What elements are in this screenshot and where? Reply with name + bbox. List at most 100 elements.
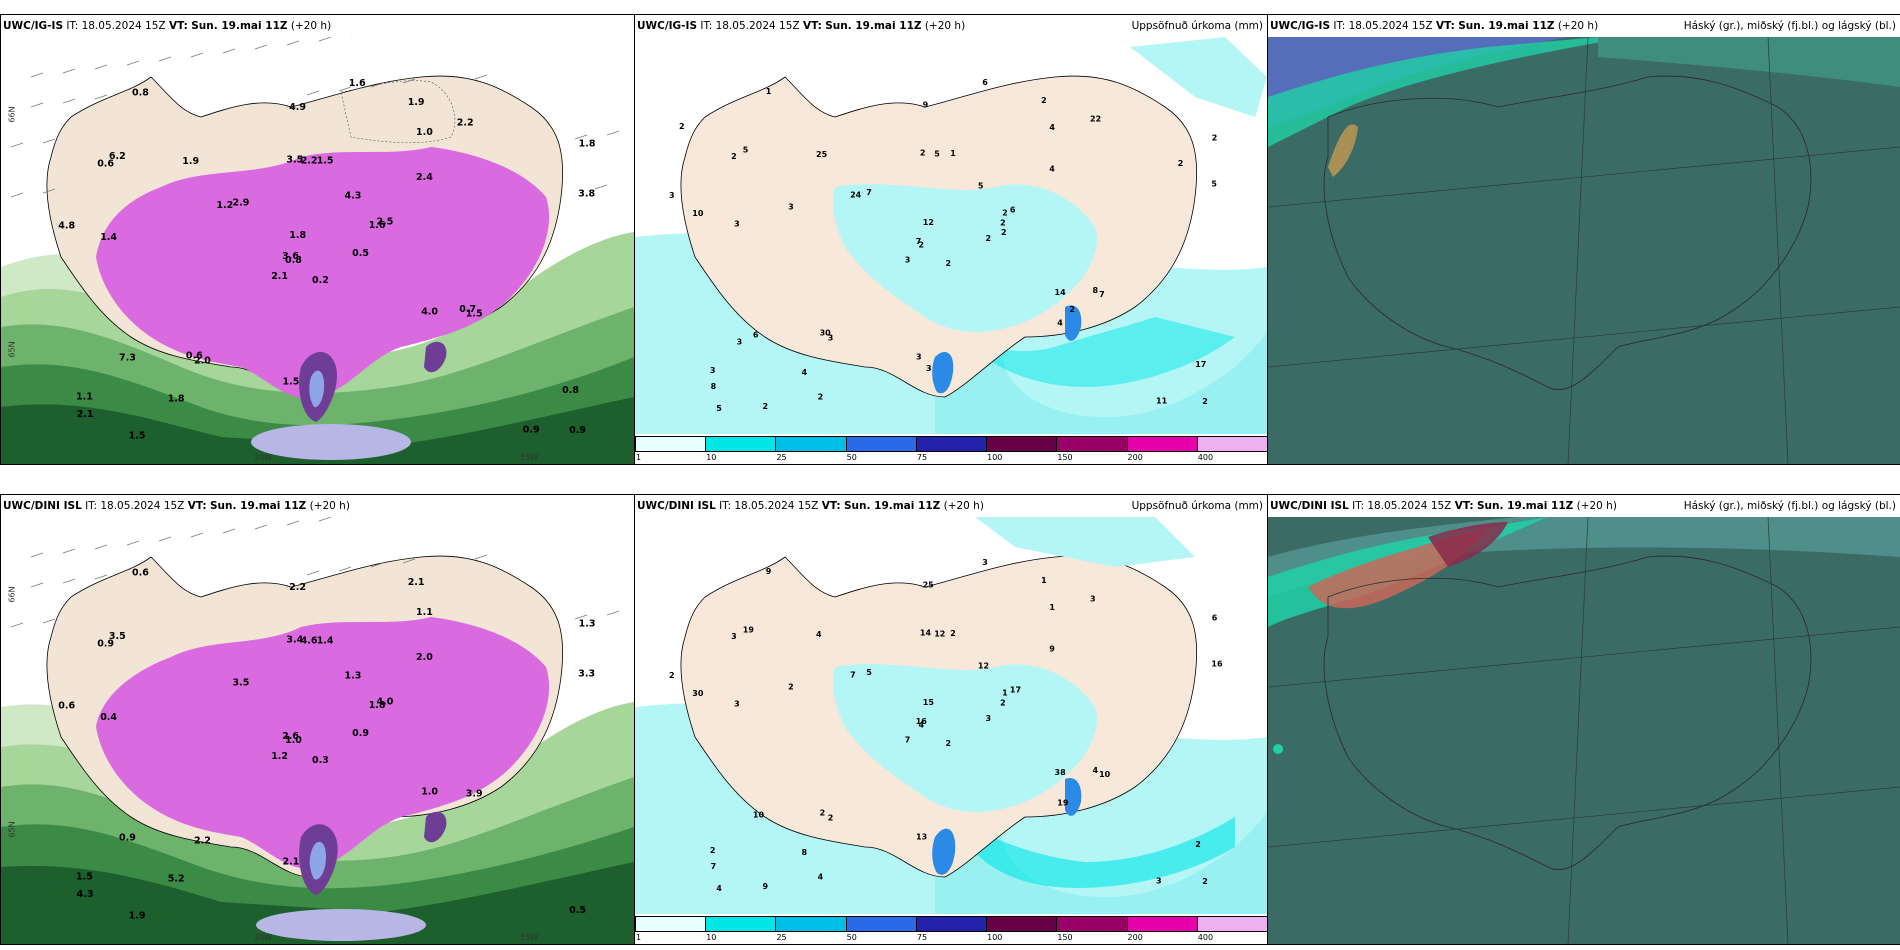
value-label: 1 [950,149,956,158]
value-label: 2 [986,234,992,243]
value-label: 3 [1090,594,1096,603]
value-label: 14 [1055,288,1067,297]
value-label: 0.5 [569,905,586,916]
value-label: 2 [669,671,675,680]
precipitation-map: 2 3 4 2 1 2 1 2 1 3 9 2 3 6 7 9 9 14 12 10 5 7 8 12 17 10 19 25 30 38… [635,517,1267,914]
value-label: 0.9 [523,424,540,435]
colorbar-swatch [1196,436,1267,452]
value-label: 17 [1195,360,1206,369]
value-label: 10 [692,209,704,218]
value-label: 4 [1093,766,1099,775]
value-label: 0.9 [97,639,114,650]
value-label: 1 [1041,576,1047,585]
value-label: 2 [1195,840,1201,849]
value-label: 3 [926,364,932,373]
value-label: 2 [1000,699,1006,708]
colorbar-tick: 150 [1057,453,1073,462]
value-label: 30 [692,689,704,698]
colorbar-tick: 100 [987,933,1003,942]
value-label: 1.4 [100,232,117,243]
value-label: 1.3 [579,618,596,629]
value-label: 12 [978,661,989,670]
panel-subtitle: Uppsöfnuð úrkoma (mm) [1131,500,1263,512]
value-label: 5 [978,181,984,190]
value-label: 5 [866,668,872,677]
value-label: 2.2 [194,836,211,847]
value-label: 2 [763,402,769,411]
value-label: 1.0 [416,127,433,138]
value-label: 8 [1093,286,1099,295]
colorbar-tick: 10 [706,453,717,462]
value-label: 2.2 [301,156,318,167]
value-label: 5 [743,145,749,154]
value-label: 2 [950,629,956,638]
value-label: 3 [788,203,794,212]
value-label: 16 [1211,660,1223,669]
value-label: 2 [1178,159,1184,168]
value-label: 38 [1055,768,1067,777]
colorbar-swatch [635,436,707,452]
value-label: 13 [916,833,927,842]
panel-clouds-bottom: UWC/DINI ISL IT: 18.05.2024 15Z VT: Sun.… [1267,494,1900,945]
value-label: 9 [766,567,772,576]
value-label: 1.9 [129,911,146,922]
value-label: 9 [923,100,929,109]
value-label: 0.8 [132,87,149,98]
colorbar-swatch [775,436,847,452]
colorbar-tick: 400 [1197,933,1214,942]
colorbar-swatch [775,916,847,932]
value-label: 2.1 [271,271,288,282]
colorbar: 1 10 25 50 75 100 150 200 400 [635,434,1267,464]
panel-title: UWC/IG-IS IT: 18.05.2024 15Z VT: Sun. 19… [635,15,1267,37]
colorbar-swatch [845,436,917,452]
colorbar: 1 10 25 50 75 100 150 200 400 [635,914,1267,944]
panel-temperature-bottom: UWC/DINI ISL IT: 18.05.2024 15Z VT: Sun.… [0,494,635,945]
value-label: 7 [711,862,717,871]
value-label: 0.9 [352,728,369,739]
lon-label: 15W [520,453,539,462]
panel-title: UWC/IG-IS IT: 18.05.2024 15Z VT: Sun. 19… [1268,15,1900,37]
value-label: 4 [1049,165,1055,174]
value-label: 1.8 [369,700,386,711]
precipitation-map: 2 2 2 3 2 3 2 1 4 2 1 2 3 2 3 4 2 2 5 6 7 8 4 5 6 7 5 9 10 14 5 7 3 12 25 2… [635,37,1267,434]
value-label: 2 [1002,208,1008,217]
value-label: 4 [816,630,822,639]
value-label: 2 [820,808,826,817]
lat-label: 65N [7,821,17,838]
value-label: 1.1 [76,392,93,403]
value-label: 2 [919,241,925,250]
value-label: 1.5 [283,377,300,388]
value-label: 2 [920,148,926,157]
value-label: 1.3 [345,670,362,681]
value-label: 2.2 [457,117,474,128]
panel-title: UWC/IG-IS IT: 18.05.2024 15Z VT: Sun. 19… [1,15,634,37]
value-label: 7 [905,736,911,745]
lat-label: 65N [7,341,17,358]
value-label: 0.9 [119,833,136,844]
value-label: 4 [919,721,925,730]
value-label: 1 [1002,688,1008,697]
value-label: 3.5 [109,631,126,642]
lon-label: 20W [254,453,273,462]
colorbar-tick: 1 [636,453,642,462]
value-label: 3.5 [286,154,303,165]
value-label: 7 [916,237,922,246]
value-label: 16 [916,717,928,726]
value-label: 3.3 [578,668,595,679]
cloud-map [1268,37,1900,464]
value-label: 14 [920,628,932,637]
temperature-map: 0.3 0.9 1.0 1.5 1.8 2.2 2.1 1.4 1.1 0.9 0.6 0.5 0.4 1… [1,517,634,944]
value-label: 3.4 [286,634,303,645]
value-label: 1.9 [182,156,199,167]
value-label: 1.5 [466,309,483,320]
colorbar-swatch [986,436,1058,452]
colorbar-swatch [1056,436,1128,452]
value-label: 1.8 [168,394,185,405]
value-label: 3.6 [282,251,299,262]
value-label: 25 [816,150,828,159]
value-label: 6.2 [109,151,126,162]
value-label: 1.8 [289,230,306,241]
value-label: 4.0 [377,696,394,707]
value-label: 1.5 [76,872,93,883]
value-label: 7 [866,188,872,197]
